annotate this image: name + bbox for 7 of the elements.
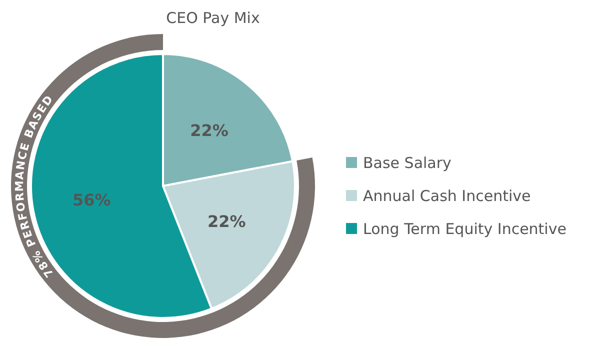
legend-label: Long Term Equity Incentive (363, 220, 566, 238)
legend-label: Base Salary (363, 154, 452, 172)
data-label: 22% (190, 121, 228, 140)
data-label: 56% (72, 190, 111, 210)
data-label: 22% (207, 212, 246, 231)
legend-label: Annual Cash Incentive (363, 187, 531, 205)
chart-title: CEO Pay Mix (166, 9, 260, 27)
